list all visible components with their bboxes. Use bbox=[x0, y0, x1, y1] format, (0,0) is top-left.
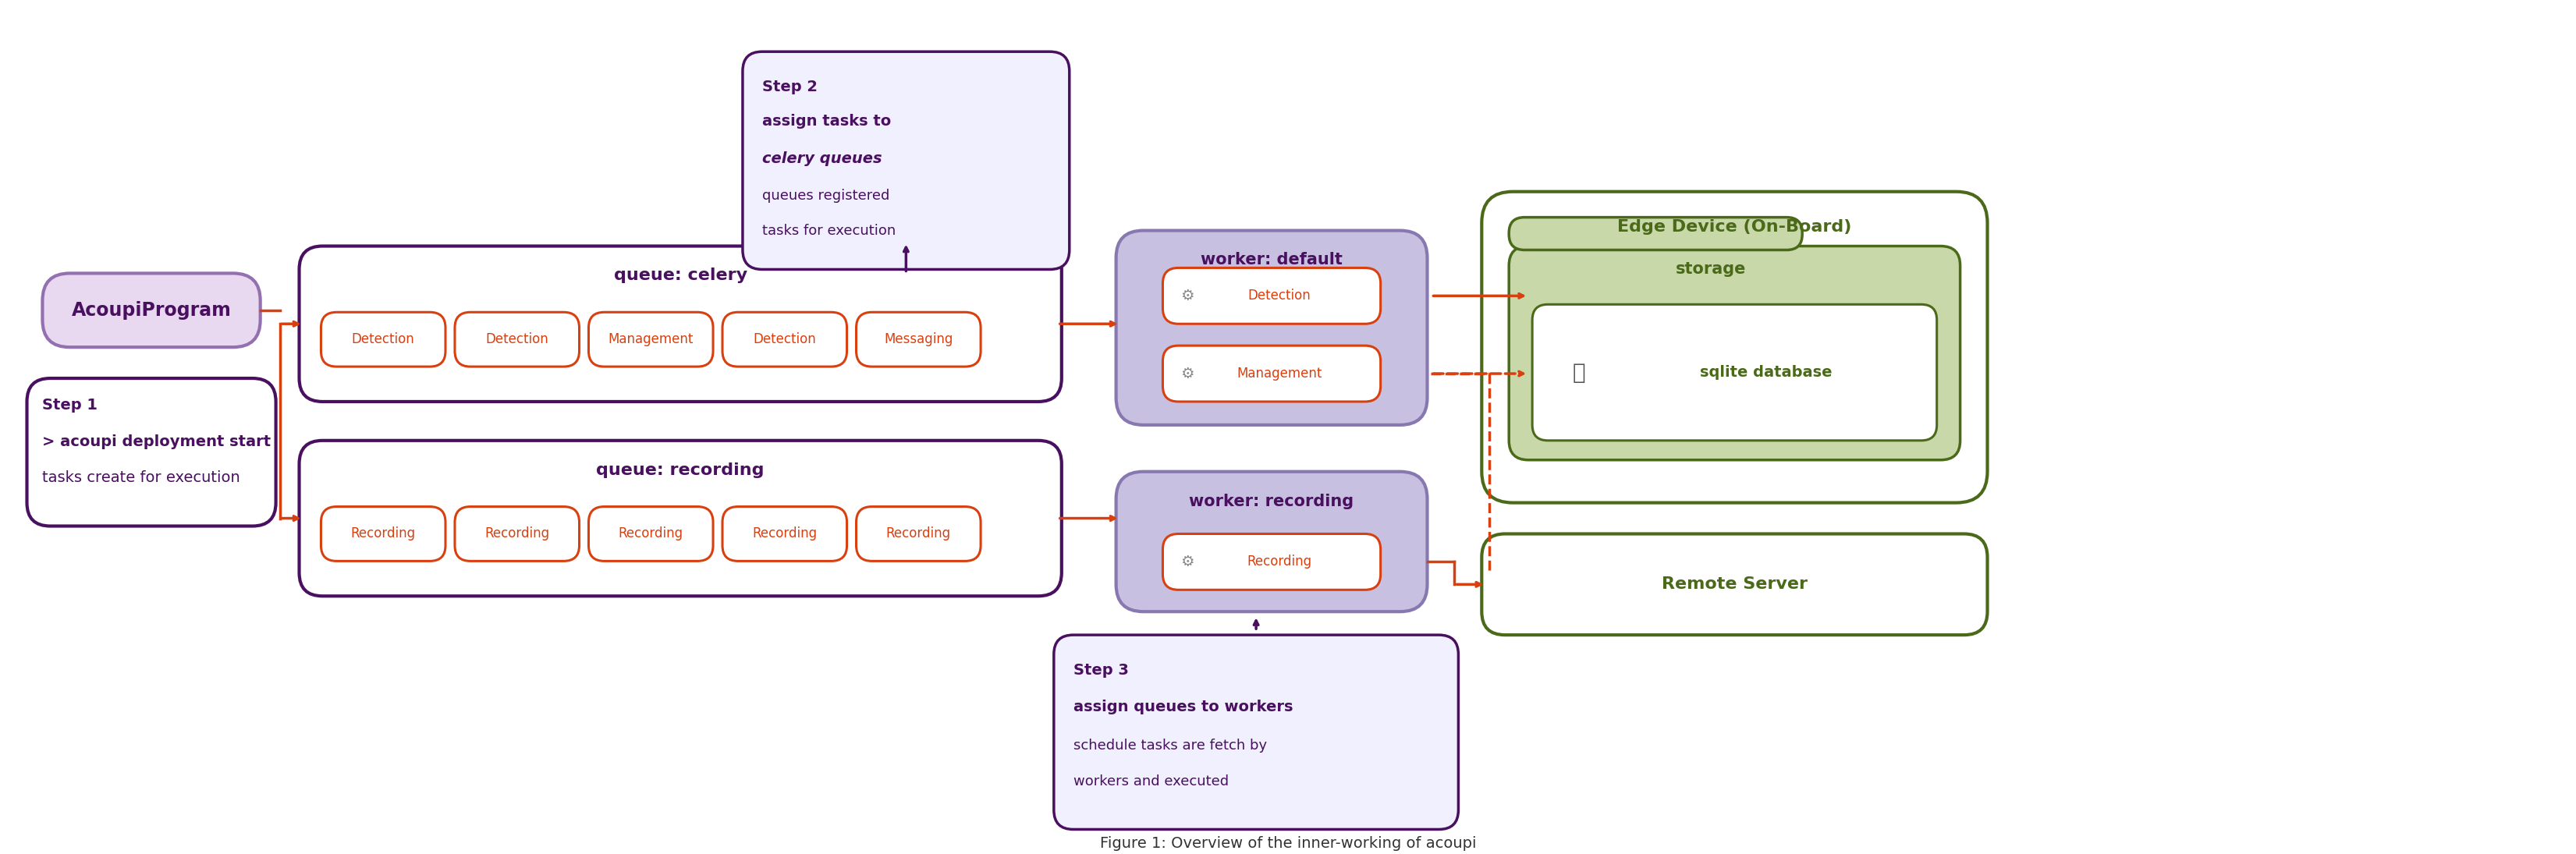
Text: Recording: Recording bbox=[350, 527, 415, 541]
Text: assign queues to workers: assign queues to workers bbox=[1074, 700, 1293, 715]
Text: Recording: Recording bbox=[752, 527, 817, 541]
FancyBboxPatch shape bbox=[1481, 534, 1989, 635]
Text: Detection: Detection bbox=[353, 332, 415, 347]
Text: Management: Management bbox=[608, 332, 693, 347]
Text: Detection: Detection bbox=[1247, 289, 1311, 303]
Text: workers and executed: workers and executed bbox=[1074, 774, 1229, 788]
FancyBboxPatch shape bbox=[456, 506, 580, 561]
FancyBboxPatch shape bbox=[1162, 346, 1381, 401]
Text: storage: storage bbox=[1677, 261, 1747, 278]
Text: ⚙: ⚙ bbox=[1180, 366, 1195, 381]
FancyBboxPatch shape bbox=[322, 506, 446, 561]
Text: schedule tasks are fetch by: schedule tasks are fetch by bbox=[1074, 739, 1267, 752]
Text: queue: celery: queue: celery bbox=[613, 268, 747, 284]
Text: worker: default: worker: default bbox=[1200, 252, 1342, 268]
FancyBboxPatch shape bbox=[1481, 191, 1989, 503]
Text: Recording: Recording bbox=[1247, 555, 1311, 569]
FancyBboxPatch shape bbox=[587, 506, 714, 561]
Text: Recording: Recording bbox=[886, 527, 951, 541]
Text: sqlite database: sqlite database bbox=[1700, 365, 1832, 380]
FancyBboxPatch shape bbox=[299, 441, 1061, 596]
FancyBboxPatch shape bbox=[1510, 246, 1960, 460]
Text: tasks for execution: tasks for execution bbox=[762, 224, 896, 237]
Text: Recording: Recording bbox=[618, 527, 683, 541]
Text: 🗄: 🗄 bbox=[1571, 361, 1584, 383]
Text: worker: recording: worker: recording bbox=[1190, 494, 1355, 509]
Text: AcoupiProgram: AcoupiProgram bbox=[72, 301, 232, 319]
Text: queues registered: queues registered bbox=[762, 189, 889, 202]
Text: Recording: Recording bbox=[484, 527, 549, 541]
FancyBboxPatch shape bbox=[1162, 268, 1381, 324]
FancyBboxPatch shape bbox=[1510, 217, 1803, 250]
Text: queue: recording: queue: recording bbox=[598, 462, 765, 478]
FancyBboxPatch shape bbox=[26, 378, 276, 526]
Text: assign tasks to: assign tasks to bbox=[762, 114, 891, 129]
FancyBboxPatch shape bbox=[721, 506, 848, 561]
Text: Figure 1: Overview of the inner-working of acoupi: Figure 1: Overview of the inner-working … bbox=[1100, 836, 1476, 851]
Text: > acoupi deployment start: > acoupi deployment start bbox=[41, 435, 270, 449]
Text: ⚙: ⚙ bbox=[1180, 554, 1195, 570]
Text: Step 2: Step 2 bbox=[762, 79, 817, 94]
FancyBboxPatch shape bbox=[41, 273, 260, 348]
FancyBboxPatch shape bbox=[322, 313, 446, 366]
Text: Edge Device (On-Board): Edge Device (On-Board) bbox=[1618, 219, 1852, 235]
Text: celery queues: celery queues bbox=[762, 151, 881, 167]
FancyBboxPatch shape bbox=[855, 313, 981, 366]
FancyBboxPatch shape bbox=[299, 246, 1061, 401]
FancyBboxPatch shape bbox=[742, 51, 1069, 269]
Text: Detection: Detection bbox=[484, 332, 549, 347]
Text: ⚙: ⚙ bbox=[1180, 289, 1195, 303]
Text: Step 1: Step 1 bbox=[41, 398, 98, 413]
Text: Messaging: Messaging bbox=[884, 332, 953, 347]
FancyBboxPatch shape bbox=[855, 506, 981, 561]
FancyBboxPatch shape bbox=[721, 313, 848, 366]
FancyBboxPatch shape bbox=[1115, 231, 1427, 425]
Text: tasks create for execution: tasks create for execution bbox=[41, 471, 240, 485]
FancyBboxPatch shape bbox=[587, 313, 714, 366]
FancyBboxPatch shape bbox=[1054, 635, 1458, 829]
Text: Management: Management bbox=[1236, 366, 1321, 381]
Text: Detection: Detection bbox=[752, 332, 817, 347]
FancyBboxPatch shape bbox=[456, 313, 580, 366]
FancyBboxPatch shape bbox=[1533, 304, 1937, 441]
FancyBboxPatch shape bbox=[1162, 534, 1381, 590]
Text: Remote Server: Remote Server bbox=[1662, 576, 1808, 592]
FancyBboxPatch shape bbox=[1115, 471, 1427, 611]
Text: Step 3: Step 3 bbox=[1074, 663, 1128, 677]
